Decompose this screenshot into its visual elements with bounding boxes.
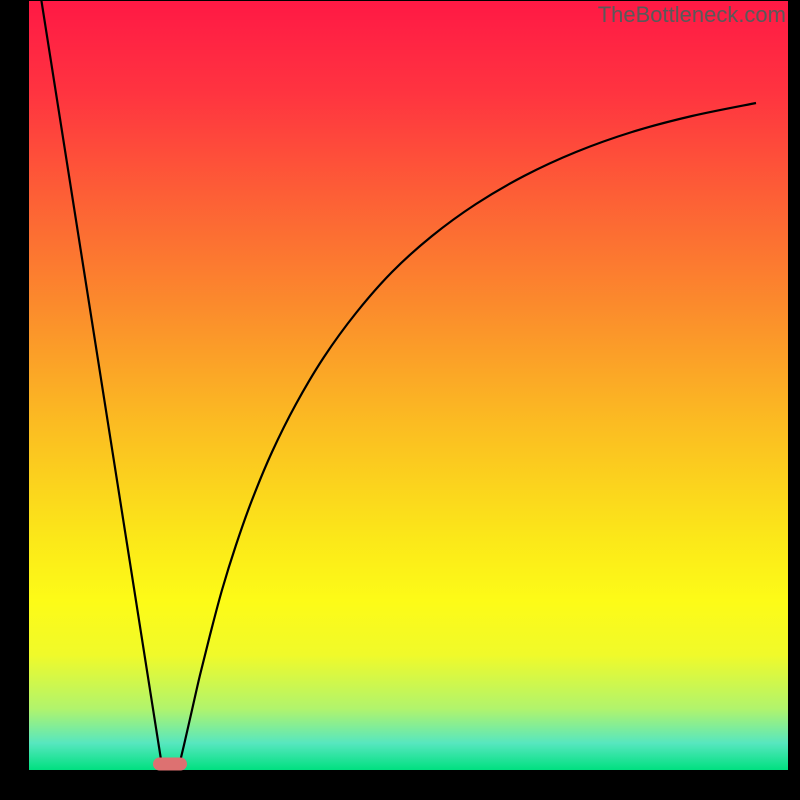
optimal-point-marker <box>153 758 187 771</box>
watermark-text: TheBottleneck.com <box>598 2 786 28</box>
curve-left-branch <box>41 0 162 766</box>
plot-area <box>29 1 788 770</box>
curve-right-branch <box>179 103 756 766</box>
bottleneck-curve <box>29 1 788 770</box>
